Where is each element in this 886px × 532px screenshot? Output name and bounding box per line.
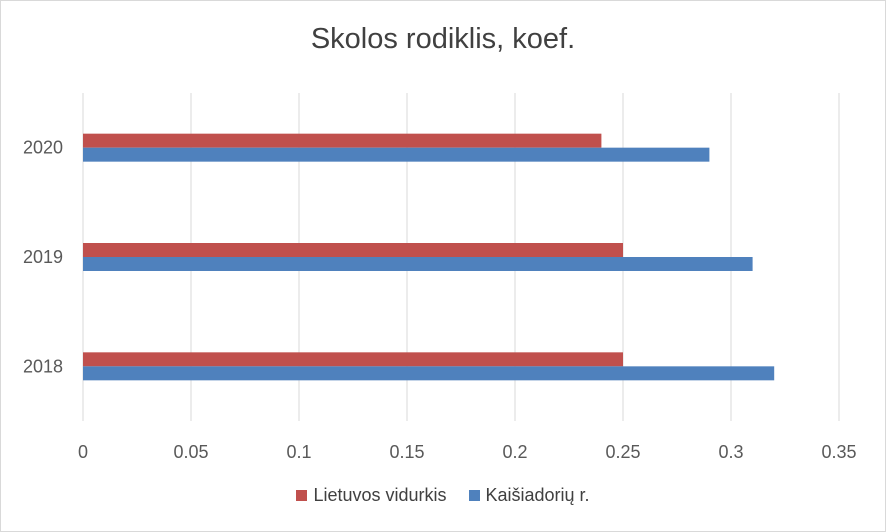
x-tick-label: 0 xyxy=(78,442,88,462)
legend-item-lietuvos-vidurkis: Lietuvos vidurkis xyxy=(296,485,447,506)
chart-title: Skolos rodiklis, koef. xyxy=(310,23,576,55)
x-tick-label: 0.35 xyxy=(821,442,856,462)
y-tick-label: 2018 xyxy=(23,356,63,376)
bar-kaisiadoriu-2020 xyxy=(83,147,710,162)
y-tick-label: 2019 xyxy=(23,247,63,267)
bar-kaisiadoriu-2018 xyxy=(83,366,775,381)
bar-lietuvos-vidurkis-2018 xyxy=(83,352,623,367)
y-tick-label: 2020 xyxy=(23,138,63,158)
legend: Lietuvos vidurkis Kaišiadorių r. xyxy=(1,485,885,506)
bar-lietuvos-vidurkis-2019 xyxy=(83,243,623,257)
x-tick-label: 0.3 xyxy=(718,442,743,462)
x-tick-label: 0.1 xyxy=(286,442,311,462)
x-tick-label: 0.25 xyxy=(605,442,640,462)
legend-item-kaisiadoriu: Kaišiadorių r. xyxy=(468,485,590,506)
legend-swatch-lietuvos-vidurkis xyxy=(296,490,308,501)
legend-swatch-kaisiadoriu xyxy=(468,490,480,501)
x-tick-label: 0.2 xyxy=(502,442,527,462)
bar-kaisiadoriu-2019 xyxy=(83,257,753,271)
x-tick-label: 0.05 xyxy=(173,442,208,462)
legend-label-lietuvos-vidurkis: Lietuvos vidurkis xyxy=(313,485,447,505)
legend-label-kaisiadoriu: Kaišiadorių r. xyxy=(485,485,590,505)
bar-lietuvos-vidurkis-2020 xyxy=(83,133,602,148)
x-tick-label: 0.15 xyxy=(389,442,424,462)
